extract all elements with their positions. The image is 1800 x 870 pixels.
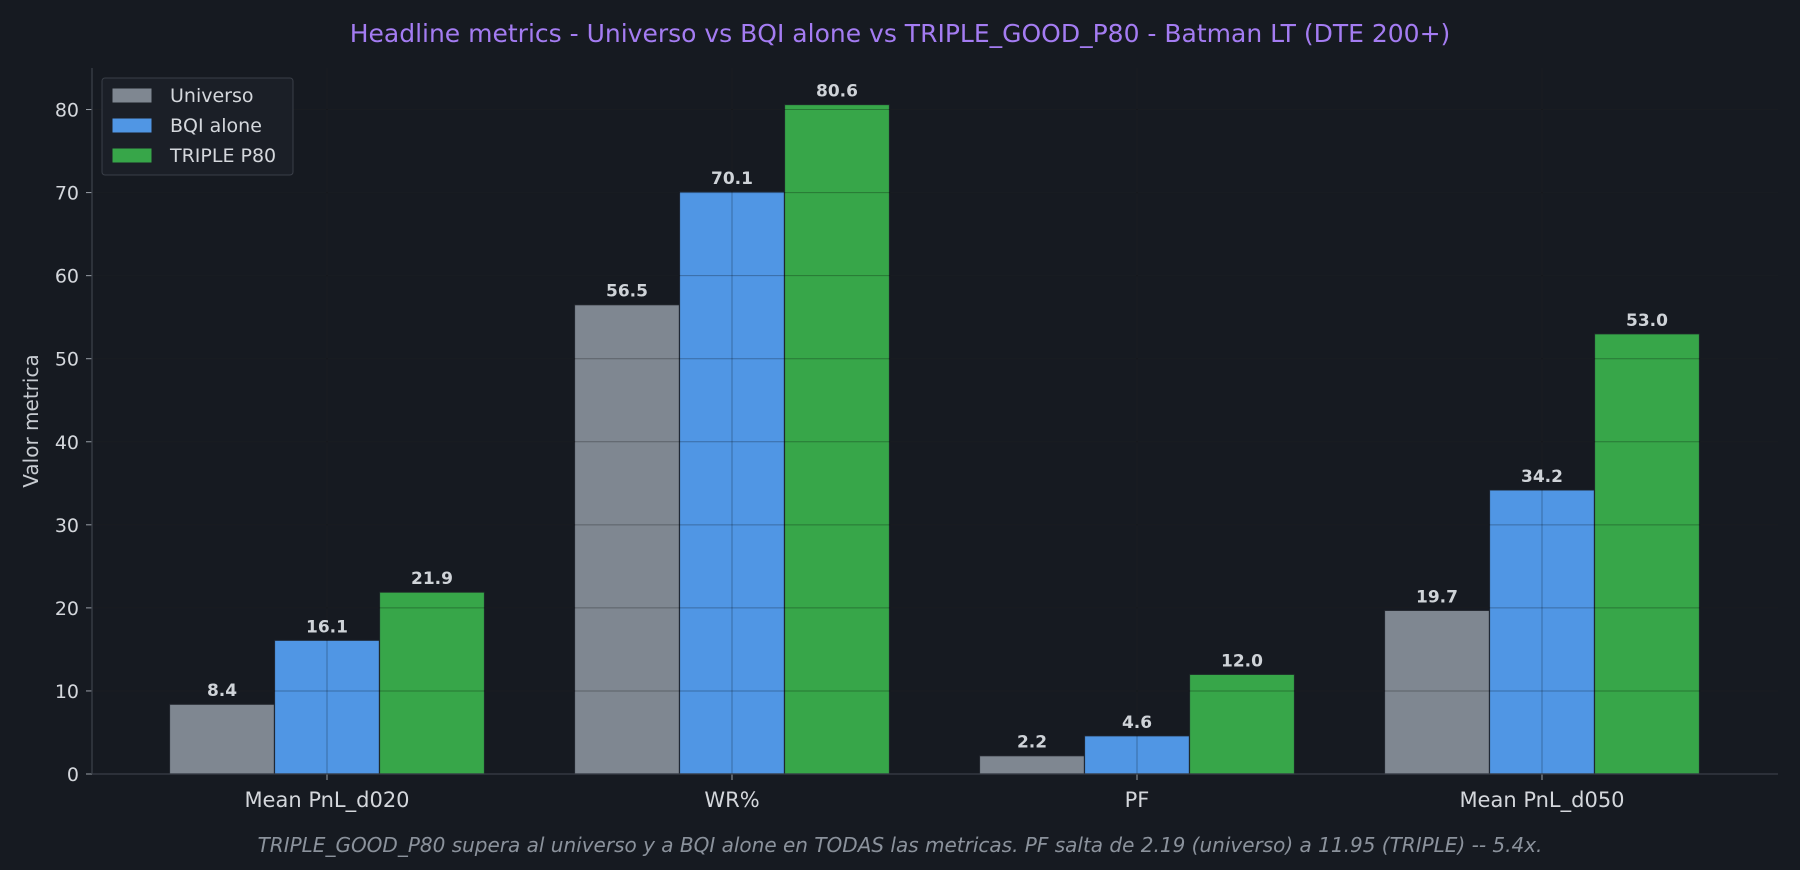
y-tick-label: 50 xyxy=(55,349,79,371)
bar-value-label: 16.1 xyxy=(306,617,348,637)
y-tick-label: 60 xyxy=(55,266,79,288)
legend-label: Universo xyxy=(170,85,254,107)
legend-label: TRIPLE P80 xyxy=(169,145,276,167)
bar-bqi-alone-0 xyxy=(273,639,381,775)
y-tick-label: 80 xyxy=(55,100,79,122)
bar-value-label: 21.9 xyxy=(411,569,453,589)
chart-title: Headline metrics - Universo vs BQI alone… xyxy=(350,19,1451,48)
legend-label: BQI alone xyxy=(170,115,262,137)
bar-universo-1 xyxy=(573,304,681,775)
bars xyxy=(168,103,1701,775)
bar-triple-p80-3 xyxy=(1593,333,1701,775)
bar-value-label: 19.7 xyxy=(1416,587,1458,607)
bar-value-label: 70.1 xyxy=(711,169,753,189)
x-tick-label: Mean PnL_d020 xyxy=(244,788,409,813)
bar-bqi-alone-1 xyxy=(678,191,786,775)
bar-value-labels: 8.4 56.5 2.2 19.7 16.1 70.1 4.6 34.2 21.9 80.6 12.… xyxy=(207,82,1668,753)
bar-value-label: 8.4 xyxy=(207,681,237,701)
y-tick-label: 20 xyxy=(55,598,79,620)
bar-universo-3 xyxy=(1383,609,1491,775)
bar-universo-2 xyxy=(978,755,1086,775)
x-tick-label: WR% xyxy=(704,788,759,812)
x-tick-label: PF xyxy=(1125,788,1150,812)
bar-triple-p80-0 xyxy=(378,591,486,775)
legend-swatch xyxy=(111,117,153,134)
y-tick-label: 30 xyxy=(55,515,79,537)
legend: Universo BQI alone TRIPLE P80 xyxy=(101,77,294,176)
bar-value-label: 56.5 xyxy=(606,282,648,302)
y-tick-label: 70 xyxy=(55,183,79,205)
y-tick-label: 40 xyxy=(55,432,79,454)
bar-value-label: 53.0 xyxy=(1626,311,1668,331)
bar-value-label: 12.0 xyxy=(1221,651,1263,671)
x-tick-label: Mean PnL_d050 xyxy=(1459,788,1624,813)
bar-value-label: 4.6 xyxy=(1122,713,1152,733)
footnote: TRIPLE_GOOD_P80 supera al universo y a B… xyxy=(258,833,1543,857)
bar-bqi-alone-2 xyxy=(1083,735,1191,775)
y-axis-label: Valor metrica xyxy=(19,354,43,487)
bar-value-label: 80.6 xyxy=(816,82,858,102)
bar-value-label: 2.2 xyxy=(1017,733,1047,753)
bar-value-label: 34.2 xyxy=(1521,467,1563,487)
bar-universo-0 xyxy=(168,703,276,775)
legend-swatch xyxy=(111,147,153,164)
bar-triple-p80-2 xyxy=(1188,673,1296,775)
y-tick-label: 10 xyxy=(55,681,79,703)
legend-swatch xyxy=(111,87,153,104)
bar-triple-p80-1 xyxy=(783,103,891,775)
axes: 0 10 20 30 40 50 60 70 80 Mean PnL_d020 WR% PF Mean … xyxy=(55,68,1778,813)
y-tick-label: 0 xyxy=(67,764,79,786)
